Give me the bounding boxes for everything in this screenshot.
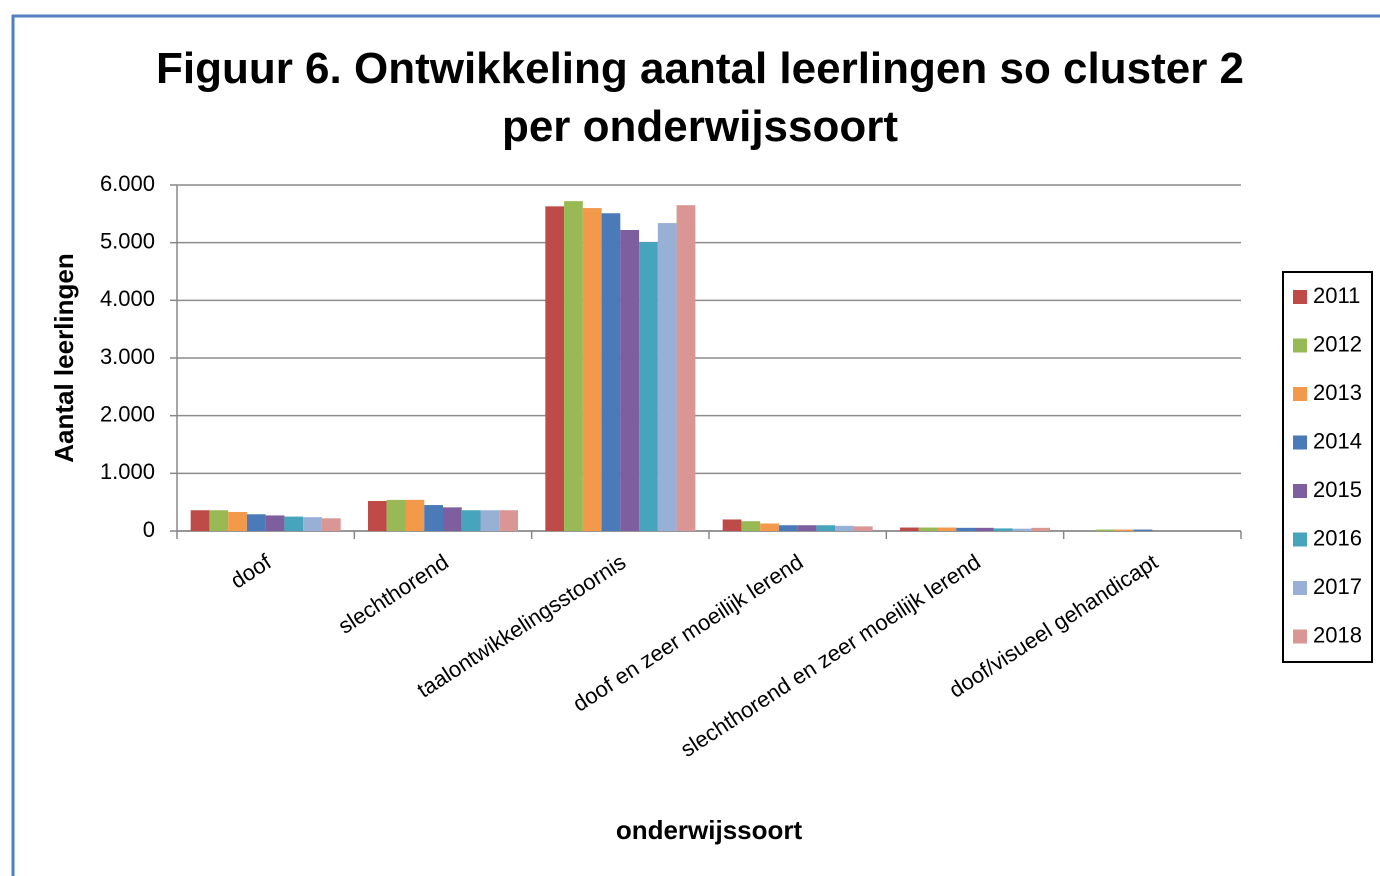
legend-swatch xyxy=(1293,629,1307,644)
bar xyxy=(368,501,387,531)
bar xyxy=(284,516,304,531)
y-axis-title: Aantal leerlingen xyxy=(49,253,79,463)
legend-label: 2018 xyxy=(1313,622,1362,647)
bar xyxy=(853,526,873,531)
bar xyxy=(1114,529,1134,531)
legend-swatch xyxy=(1293,581,1307,595)
bar xyxy=(228,511,247,531)
bar xyxy=(956,527,975,531)
x-tick-label: doof xyxy=(226,549,276,594)
bar xyxy=(190,510,210,531)
legend-swatch xyxy=(1293,290,1307,304)
bar xyxy=(386,499,406,531)
bar xyxy=(816,525,836,531)
bar xyxy=(993,528,1013,531)
y-tick-label: 6.000 xyxy=(100,171,155,196)
legend-swatch xyxy=(1293,532,1307,547)
bar xyxy=(564,201,583,531)
bar xyxy=(461,510,481,531)
y-tick-label: 2.000 xyxy=(100,401,155,426)
bar xyxy=(900,527,919,531)
bar xyxy=(265,515,285,531)
bar xyxy=(835,525,854,531)
bar xyxy=(405,499,425,531)
y-tick-label: 4.000 xyxy=(100,286,155,311)
bar xyxy=(778,525,798,531)
bar xyxy=(480,510,500,531)
bar xyxy=(1096,529,1115,531)
bar xyxy=(246,514,266,531)
legend-swatch xyxy=(1293,484,1307,498)
y-tick-label: 5.000 xyxy=(100,228,155,253)
x-tick-label: slechthorend xyxy=(334,549,453,639)
bar xyxy=(443,507,462,531)
bar xyxy=(797,525,817,531)
x-tick-label: slechthorend en zeer moeilijk lerend xyxy=(676,549,985,762)
bar xyxy=(975,527,994,531)
bar xyxy=(657,223,677,531)
bar xyxy=(303,517,322,531)
bar xyxy=(321,518,341,531)
bar xyxy=(601,213,621,532)
legend-label: 2017 xyxy=(1313,574,1362,599)
bar xyxy=(741,521,761,531)
legend-box xyxy=(1282,271,1373,663)
legend-label: 2013 xyxy=(1313,380,1362,405)
legend-label: 2015 xyxy=(1313,477,1362,502)
bar xyxy=(722,519,742,531)
bar xyxy=(582,208,602,532)
bar xyxy=(620,229,640,532)
bar xyxy=(1012,528,1032,531)
bar xyxy=(639,242,658,531)
legend-label: 2011 xyxy=(1313,283,1360,308)
bar xyxy=(676,205,696,531)
x-axis-title: onderwijssoort xyxy=(616,815,803,845)
legend-swatch xyxy=(1293,435,1307,450)
legend-label: 2016 xyxy=(1313,525,1362,550)
legend-label: 2012 xyxy=(1313,331,1362,356)
chart-title: Figuur 6. Ontwikkeling aantal leerlingen… xyxy=(155,44,1245,151)
y-tick-label: 3.000 xyxy=(100,344,155,369)
y-tick-label: 1.000 xyxy=(100,459,155,484)
legend-swatch xyxy=(1293,338,1307,353)
legend-swatch xyxy=(1293,387,1307,401)
y-tick-label: 0 xyxy=(143,517,155,542)
bar xyxy=(937,527,957,531)
bar xyxy=(918,527,938,531)
bar xyxy=(1031,527,1050,531)
bar xyxy=(1133,529,1153,531)
bar xyxy=(209,510,229,531)
bar xyxy=(545,206,565,531)
bar xyxy=(424,505,443,531)
bar xyxy=(499,510,518,531)
legend-label: 2014 xyxy=(1313,428,1362,453)
bar xyxy=(760,523,779,531)
